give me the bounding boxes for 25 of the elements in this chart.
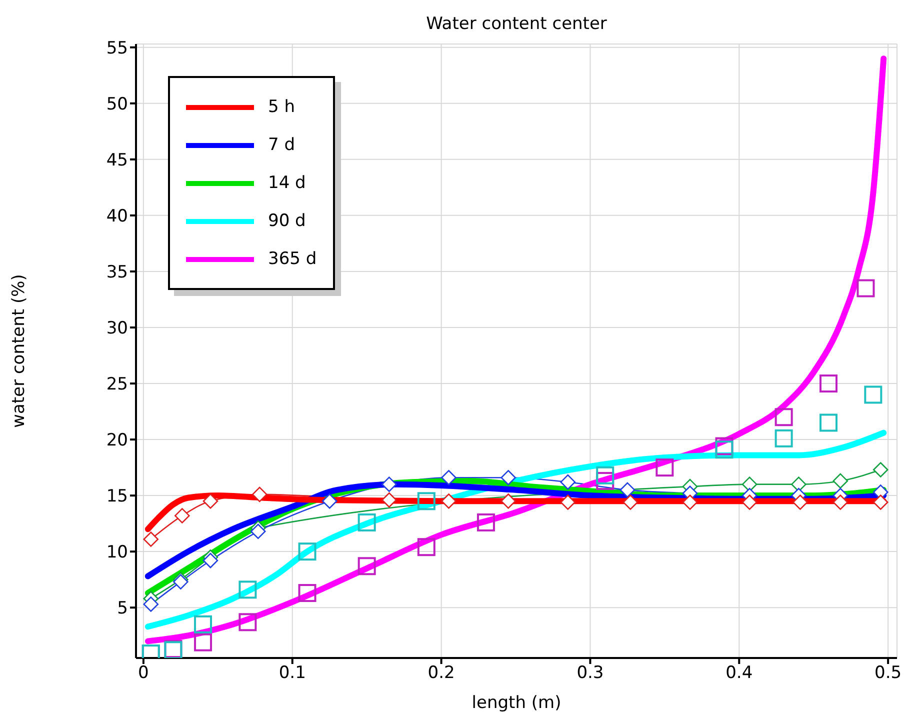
x-tick-label: 0.2	[428, 663, 455, 684]
y-tick-label: 45	[106, 150, 128, 170]
legend-label: 90 d	[268, 211, 306, 231]
y-tick-label: 40	[106, 206, 128, 226]
x-tick-label: 0.3	[576, 663, 604, 684]
y-tick-label: 25	[106, 374, 128, 395]
x-tick-label: 0.5	[874, 663, 902, 684]
legend-label: 7 d	[268, 135, 296, 155]
x-axis-title: length (m)	[472, 693, 562, 713]
x-tick-label: 0.4	[726, 663, 753, 684]
y-axis-title: water content (%)	[9, 274, 30, 428]
chart-title: Water content center	[425, 14, 608, 34]
legend-label: 14 d	[268, 173, 306, 193]
x-tick-label: 0	[138, 663, 149, 684]
y-tick-label: 30	[106, 318, 128, 339]
legend-label: 5 h	[268, 97, 295, 117]
y-tick-label: 50	[106, 94, 128, 114]
y-tick-label: 20	[106, 430, 128, 451]
legend-label: 365 d	[268, 249, 317, 269]
x-tick-label: 0.1	[278, 663, 306, 684]
y-tick-label: 5	[117, 598, 128, 619]
y-tick-label: 15	[106, 486, 128, 507]
y-tick-label: 10	[106, 542, 128, 563]
y-tick-label: 35	[106, 262, 128, 282]
y-tick-label: 55	[106, 38, 128, 58]
